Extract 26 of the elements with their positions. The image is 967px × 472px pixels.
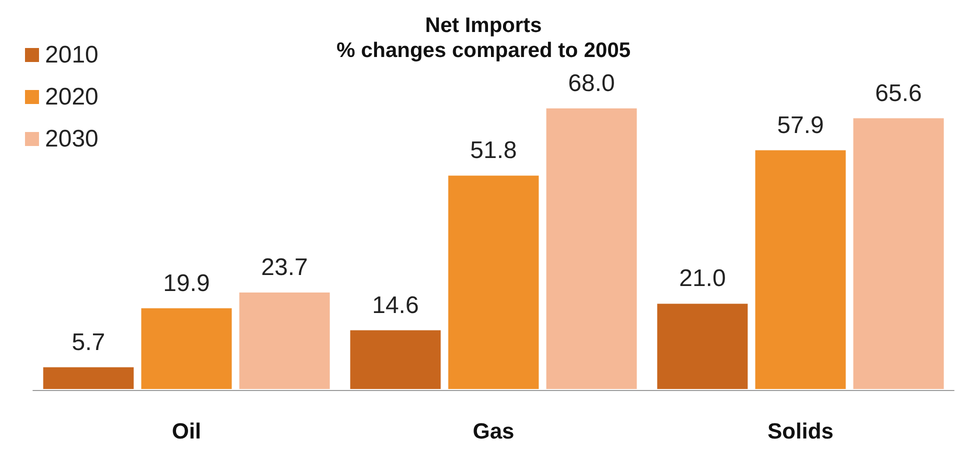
bar	[656, 302, 749, 390]
bar	[42, 366, 135, 390]
bar	[852, 117, 945, 390]
data-label: 21.0	[679, 265, 726, 292]
bar	[238, 291, 331, 390]
bar	[754, 149, 847, 390]
x-tick-label: Oil	[172, 418, 202, 444]
data-label: 51.8	[470, 137, 517, 164]
legend-label: 2020	[45, 84, 98, 110]
bar	[140, 307, 233, 390]
data-label: 19.9	[163, 270, 210, 297]
data-label: 14.6	[372, 292, 419, 319]
x-tick-label: Gas	[472, 418, 514, 444]
legend-label: 2030	[45, 126, 98, 152]
data-label: 57.9	[777, 112, 824, 139]
bar	[545, 107, 638, 390]
bar	[349, 329, 442, 390]
chart-title: Net Imports	[425, 14, 542, 37]
data-label: 23.7	[261, 254, 308, 281]
bar	[447, 174, 540, 390]
data-label: 68.0	[568, 70, 615, 97]
legend-label: 2010	[45, 42, 98, 68]
data-label: 5.7	[72, 328, 106, 356]
data-label: 65.6	[875, 80, 922, 107]
chart-subtitle: % changes compared to 2005	[336, 39, 631, 62]
x-tick-label: Solids	[767, 418, 834, 444]
